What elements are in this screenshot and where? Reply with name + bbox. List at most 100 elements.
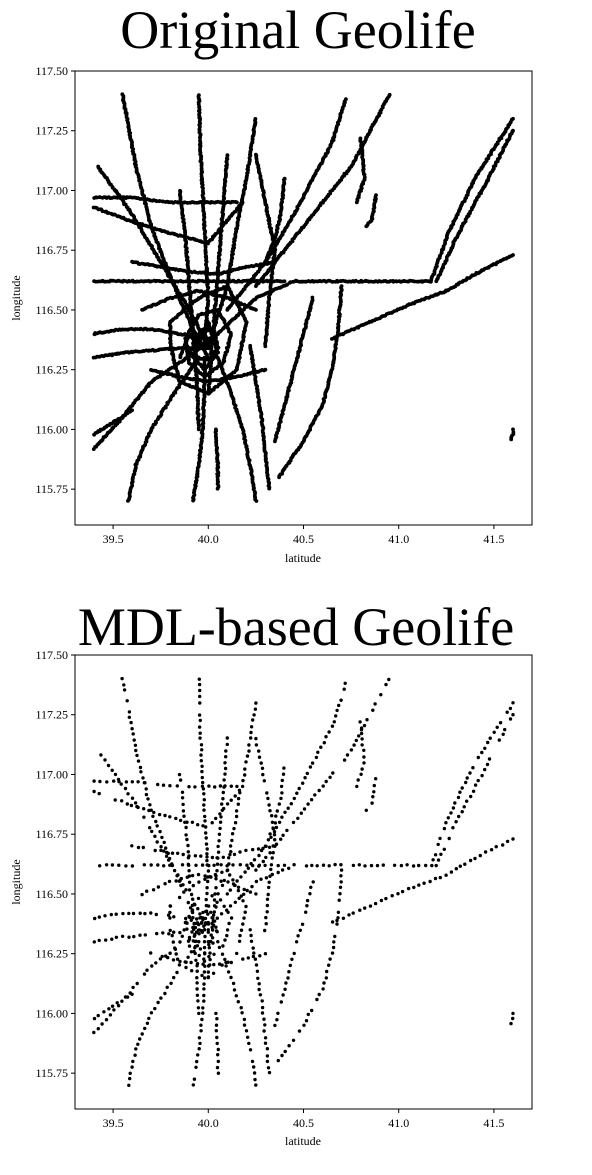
- data-point: [216, 892, 220, 896]
- data-point: [206, 920, 210, 925]
- data-point: [243, 767, 247, 771]
- data-point: [142, 863, 146, 867]
- data-point: [208, 957, 212, 962]
- data-point: [322, 981, 326, 985]
- data-point: [202, 945, 207, 950]
- data-point: [351, 911, 355, 915]
- data-point: [458, 790, 462, 794]
- data-point: [251, 946, 255, 950]
- data-point: [451, 806, 456, 810]
- data-point: [306, 802, 310, 806]
- data-point: [168, 910, 172, 915]
- data-point: [262, 1029, 266, 1033]
- data-point: [262, 779, 266, 783]
- data-point: [224, 964, 228, 968]
- data-point: [220, 883, 225, 888]
- data-point: [117, 863, 121, 867]
- data-point: [379, 898, 384, 903]
- data-point: [217, 839, 221, 843]
- data-point: [110, 768, 114, 772]
- data-point: [103, 758, 107, 762]
- data-point: [177, 772, 182, 777]
- data-point: [214, 877, 218, 881]
- data-point: [273, 821, 278, 825]
- y-tick-label: 116.50: [35, 303, 68, 317]
- data-point: [373, 901, 378, 906]
- data-point: [203, 952, 207, 956]
- data-point: [96, 1013, 100, 1018]
- data-point: [249, 933, 253, 938]
- data-point: [355, 784, 359, 789]
- data-point: [131, 1059, 135, 1064]
- trajectory: [263, 176, 287, 265]
- data-point: [196, 823, 200, 827]
- data-point: [154, 961, 158, 965]
- data-point: [236, 796, 241, 801]
- data-point: [501, 843, 505, 847]
- data-point: [229, 975, 233, 980]
- data-point: [194, 958, 198, 962]
- trajectory: [214, 1011, 221, 1075]
- data-point: [277, 802, 281, 806]
- data-point: [261, 859, 265, 864]
- data-point: [195, 917, 199, 921]
- trajectory: [93, 911, 210, 925]
- data-point: [226, 970, 231, 974]
- data-point: [212, 863, 216, 867]
- x-tick-label: 40.5: [293, 1116, 314, 1130]
- data-point: [193, 854, 198, 858]
- data-point: [503, 727, 507, 732]
- data-point: [511, 253, 515, 257]
- data-point: [157, 199, 162, 203]
- data-point: [249, 736, 253, 740]
- data-point: [215, 1035, 219, 1040]
- data-point: [273, 838, 277, 842]
- data-point: [263, 1023, 267, 1027]
- trajectory: [92, 779, 239, 789]
- data-point: [180, 863, 185, 867]
- data-point: [229, 960, 233, 965]
- data-point: [207, 954, 211, 959]
- data-point: [279, 784, 284, 789]
- plot-frame: [74, 654, 533, 1110]
- data-point: [197, 713, 202, 717]
- data-point: [267, 803, 271, 807]
- data-point: [187, 880, 192, 884]
- data-point: [483, 767, 487, 772]
- data-point: [362, 761, 366, 765]
- data-point: [252, 858, 257, 862]
- data-point: [216, 940, 220, 944]
- data-point: [265, 791, 269, 795]
- data-point: [400, 889, 405, 894]
- data-point: [108, 1013, 113, 1017]
- data-point: [311, 880, 315, 884]
- data-point: [196, 1006, 201, 1010]
- data-point: [191, 1083, 195, 1087]
- data-point: [236, 885, 241, 889]
- data-point: [254, 868, 258, 872]
- trajectory: [276, 868, 344, 1063]
- data-point: [205, 855, 209, 859]
- data-point: [190, 820, 195, 824]
- data-point: [471, 789, 476, 793]
- data-point: [174, 952, 178, 956]
- data-point: [153, 834, 157, 838]
- chart-title: Original Geolife: [120, 0, 475, 60]
- data-point: [248, 928, 252, 932]
- data-point: [331, 771, 335, 775]
- data-point: [309, 798, 314, 802]
- data-point: [170, 851, 175, 855]
- data-point: [97, 915, 102, 919]
- trajectory: [210, 701, 258, 920]
- trajectory: [92, 992, 134, 1021]
- data-point: [223, 772, 227, 776]
- data-point: [210, 925, 214, 930]
- data-point: [120, 934, 125, 938]
- data-point: [202, 803, 206, 807]
- trajectory: [178, 188, 202, 432]
- data-point: [273, 844, 277, 848]
- data-point: [263, 928, 267, 933]
- data-point: [342, 687, 346, 691]
- data-point: [191, 916, 195, 920]
